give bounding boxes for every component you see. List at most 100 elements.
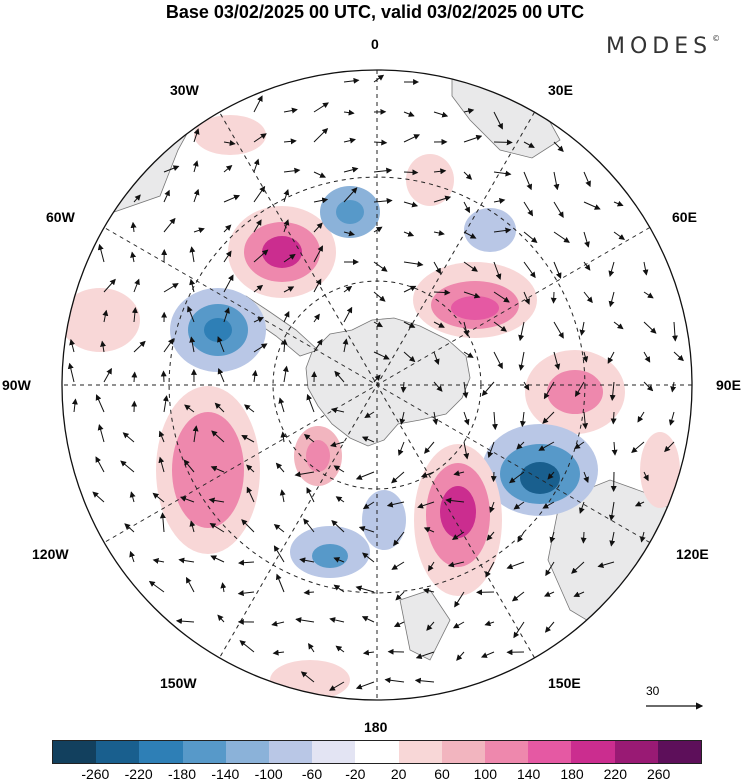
wind-vector — [303, 589, 315, 596]
wind-vector — [609, 381, 616, 401]
wind-vector — [451, 531, 465, 540]
wind-vector — [424, 441, 435, 454]
colorbar-tick-label: -140 — [211, 766, 240, 782]
colorbar-swatch — [528, 741, 572, 763]
wind-vector — [545, 561, 555, 577]
wind-vector — [193, 128, 200, 143]
colorbar-tick-label: 180 — [560, 766, 584, 782]
wind-vector — [295, 617, 315, 624]
wind-vector — [523, 381, 530, 391]
lon-label-90w: 90W — [2, 377, 31, 393]
wind-vector — [308, 642, 315, 653]
colorbar-swatch — [355, 741, 399, 763]
wind-vector — [637, 411, 645, 423]
wind-vector — [152, 557, 165, 564]
wind-vector — [607, 351, 615, 364]
wind-vector — [487, 441, 495, 459]
wind-vector — [179, 496, 195, 503]
wind-vector — [209, 522, 225, 533]
wind-vector — [420, 471, 435, 478]
wind-vector — [313, 245, 323, 263]
lon-label-0: 0 — [371, 36, 379, 52]
wind-vector — [463, 261, 478, 272]
anomaly-blob — [306, 440, 330, 472]
wind-vector — [550, 291, 557, 304]
colorbar-swatch — [182, 741, 226, 763]
anomaly-blob — [640, 432, 680, 508]
wind-vector — [163, 165, 180, 173]
wind-vector — [282, 365, 289, 383]
wind-vector — [303, 433, 315, 443]
wind-vector — [453, 470, 465, 477]
wind-vector — [158, 456, 165, 473]
wind-vector — [543, 591, 555, 597]
wind-vector — [210, 465, 225, 473]
wind-vector — [643, 321, 657, 334]
wind-vector — [210, 555, 225, 563]
wind-vector — [493, 291, 510, 303]
wind-vector — [294, 471, 315, 478]
wind-vector — [553, 171, 560, 191]
wind-vector — [489, 501, 495, 514]
wind-vector — [343, 137, 356, 144]
wind-vector — [508, 471, 525, 484]
wind-vector — [162, 395, 169, 413]
wind-vector — [130, 251, 137, 263]
wind-vector — [279, 489, 286, 503]
wind-vector — [184, 404, 195, 413]
wind-vector — [300, 671, 315, 683]
wind-vector — [642, 261, 649, 276]
wind-vector — [131, 307, 138, 323]
wind-vector — [426, 621, 435, 631]
wind-vector — [343, 230, 355, 237]
wind-vector — [518, 351, 525, 371]
wind-vector — [283, 310, 290, 323]
wind-vector — [433, 111, 449, 118]
wind-vector — [583, 201, 601, 210]
wind-vector — [133, 194, 141, 203]
wind-vector — [583, 261, 591, 271]
wind-vector — [423, 527, 435, 533]
reference-vector-label: 30 — [646, 684, 660, 698]
wind-vector — [373, 167, 393, 174]
lon-label-180: 180 — [364, 719, 388, 735]
wind-vector — [343, 187, 358, 203]
wind-vector — [373, 74, 385, 83]
wind-vector — [403, 111, 415, 117]
wind-vector — [271, 620, 285, 627]
wind-vector — [583, 231, 590, 248]
wind-vector — [163, 283, 179, 293]
wind-vector — [239, 640, 255, 653]
wind-vector — [373, 351, 390, 360]
wind-vector — [208, 497, 225, 504]
wind-vector — [463, 411, 470, 426]
wind-vector — [486, 531, 495, 541]
wind-vector — [129, 491, 136, 503]
wind-vector — [129, 550, 135, 563]
wind-vector — [364, 411, 375, 419]
wind-vector — [273, 523, 285, 533]
colorbar-swatch — [312, 741, 356, 763]
wind-vector — [523, 141, 535, 148]
lon-label-120w: 120W — [32, 546, 69, 562]
wind-vector — [313, 338, 323, 353]
wind-vector — [330, 441, 345, 448]
wind-vector — [393, 621, 405, 627]
wind-vector — [579, 321, 586, 336]
wind-vector — [613, 231, 626, 240]
wind-vector — [403, 230, 415, 237]
wind-vector — [480, 651, 495, 658]
wind-vector — [513, 621, 525, 639]
colorbar-tick-label: 20 — [390, 766, 407, 782]
colorbar-tick-label: -60 — [301, 766, 323, 782]
wind-vector — [97, 424, 105, 443]
lon-label-150w: 150W — [160, 675, 197, 691]
colorbar-swatch — [571, 741, 615, 763]
wind-vector — [493, 197, 506, 204]
wind-vector — [553, 141, 564, 153]
wind-vector — [122, 432, 135, 443]
wind-vector — [313, 171, 327, 178]
wind-vector — [384, 677, 405, 684]
wind-vector — [639, 531, 646, 543]
wind-vector — [189, 520, 196, 533]
